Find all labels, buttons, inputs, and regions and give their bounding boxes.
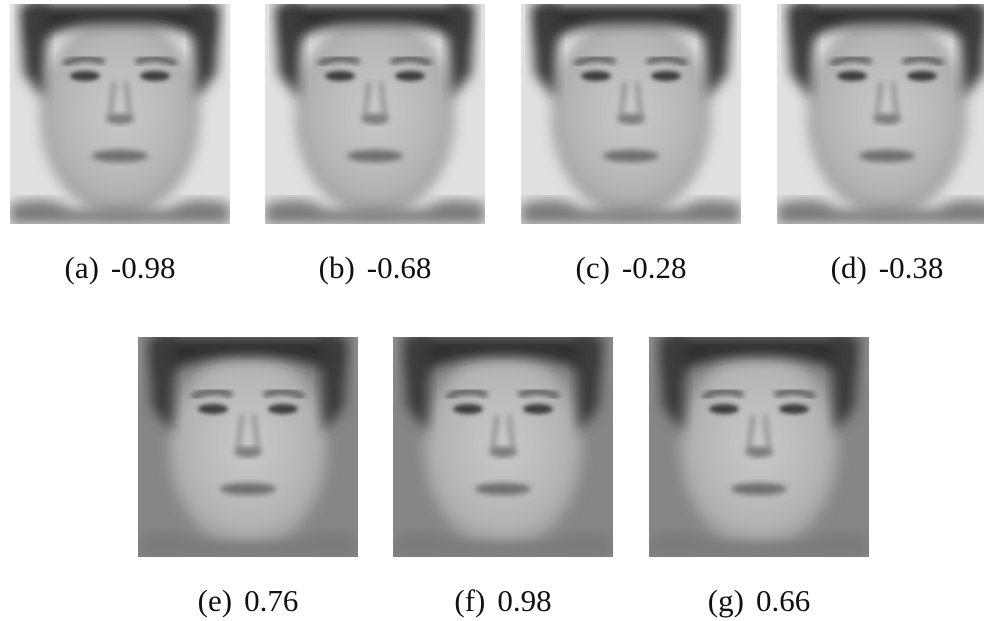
face-image-f <box>393 337 613 557</box>
figure-panel-d: (d) -0.38 <box>777 4 984 283</box>
figure-panel-e: (e) 0.76 <box>138 337 358 616</box>
caption-b: (b) -0.68 <box>265 252 485 283</box>
face-image-b <box>265 4 485 224</box>
caption-value-d: -0.38 <box>878 250 944 285</box>
caption-label-b: (b) <box>318 250 355 285</box>
face-image-d <box>777 4 984 224</box>
caption-label-d: (d) <box>830 250 867 285</box>
caption-value-b: -0.68 <box>366 250 432 285</box>
caption-c: (c) -0.28 <box>521 252 741 283</box>
face-image-g <box>649 337 869 557</box>
caption-value-c: -0.28 <box>621 250 687 285</box>
caption-label-f: (f) <box>454 583 486 618</box>
caption-f: (f) 0.98 <box>393 585 613 616</box>
caption-value-a: -0.98 <box>110 250 176 285</box>
caption-label-g: (g) <box>707 583 744 618</box>
figure-panel-b: (b) -0.68 <box>265 4 485 283</box>
figure-panel-a: (a) -0.98 <box>10 4 230 283</box>
figure-panel-f: (f) 0.98 <box>393 337 613 616</box>
caption-d: (d) -0.38 <box>777 252 984 283</box>
caption-value-e: 0.76 <box>244 583 299 618</box>
caption-value-f: 0.98 <box>497 583 552 618</box>
face-image-e <box>138 337 358 557</box>
caption-label-c: (c) <box>575 250 610 285</box>
caption-value-g: 0.66 <box>755 583 811 618</box>
caption-g: (g) 0.66 <box>649 585 869 616</box>
figure-panel-c: (c) -0.28 <box>521 4 741 283</box>
caption-e: (e) 0.76 <box>138 585 358 616</box>
face-image-c <box>521 4 741 224</box>
face-image-a <box>10 4 230 224</box>
caption-a: (a) -0.98 <box>10 252 230 283</box>
caption-label-e: (e) <box>197 583 233 618</box>
caption-label-a: (a) <box>64 250 99 285</box>
figure-panel-g: (g) 0.66 <box>649 337 869 616</box>
